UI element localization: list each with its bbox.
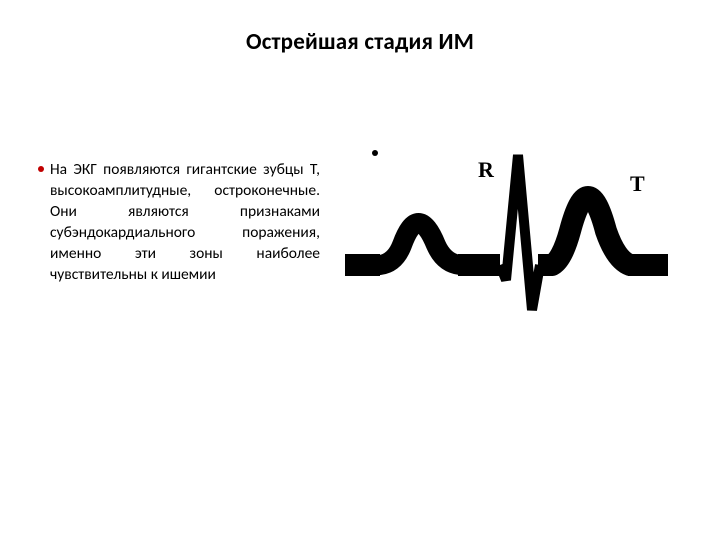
text-column: На ЭКГ появляются гигантские зубцы Т, вы…	[50, 160, 320, 345]
ecg-label-t: T	[630, 171, 645, 197]
content-row: На ЭКГ появляются гигантские зубцы Т, вы…	[50, 160, 690, 345]
page-title: Острейшая стадия ИМ	[0, 28, 720, 56]
ecg-label-r: R	[478, 157, 494, 183]
ecg-figure: R T	[340, 135, 670, 345]
bullet-icon	[38, 166, 44, 172]
ecg-waveform-icon	[340, 135, 670, 345]
body-paragraph: На ЭКГ появляются гигантские зубцы Т, вы…	[50, 160, 320, 286]
